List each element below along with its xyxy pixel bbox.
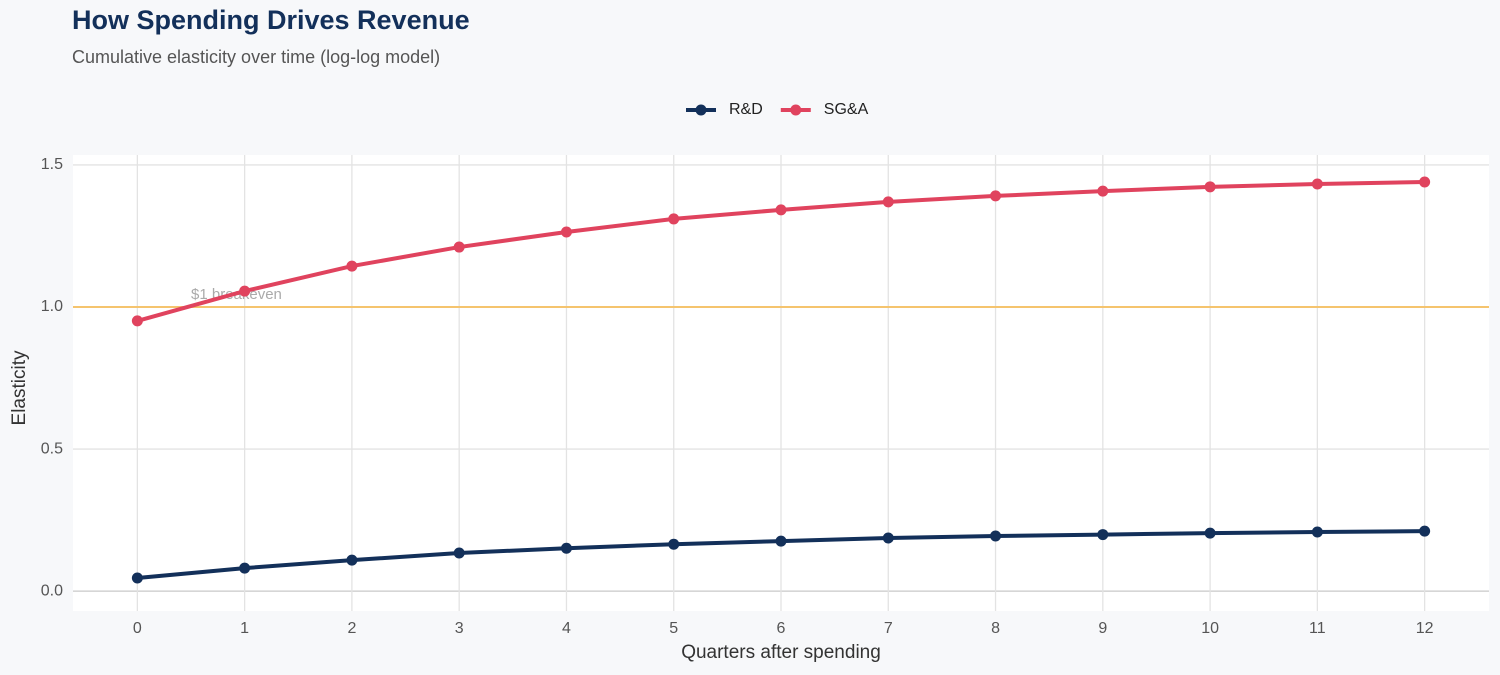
chart-subtitle: Cumulative elasticity over time (log-log…	[72, 47, 440, 67]
data-point	[1204, 527, 1216, 539]
y-tick-label: 0.5	[41, 440, 63, 457]
x-axis-label: Quarters after spending	[681, 642, 881, 663]
data-point	[1097, 185, 1109, 197]
data-point	[239, 285, 251, 297]
data-point	[1419, 176, 1431, 188]
data-point	[131, 315, 143, 327]
x-tick-label: 5	[669, 620, 678, 637]
legend-label: SG&A	[824, 101, 869, 118]
legend-label: R&D	[729, 101, 763, 118]
data-point	[453, 547, 465, 559]
data-point	[131, 572, 143, 584]
x-tick-label: 2	[347, 620, 356, 637]
data-point	[1311, 178, 1323, 190]
x-tick-label: 9	[1098, 620, 1107, 637]
chart-title: How Spending Drives Revenue	[72, 5, 470, 35]
data-point	[882, 532, 894, 544]
data-point	[990, 530, 1002, 542]
data-point	[775, 535, 787, 547]
data-point	[453, 241, 465, 253]
x-tick-label: 8	[991, 620, 1000, 637]
y-axis-label: Elasticity	[9, 350, 30, 425]
y-tick-label: 1.0	[41, 298, 63, 315]
data-point	[239, 562, 251, 574]
data-point	[346, 260, 358, 272]
data-point	[882, 196, 894, 208]
x-tick-label: 3	[455, 620, 464, 637]
x-tick-label: 0	[133, 620, 142, 637]
data-point	[346, 554, 358, 566]
x-tick-label: 1	[240, 620, 249, 637]
y-tick-label: 1.5	[41, 156, 63, 173]
data-point	[1311, 526, 1323, 538]
x-tick-label: 10	[1201, 620, 1219, 637]
data-point	[775, 204, 787, 216]
data-point	[1097, 529, 1109, 541]
x-tick-label: 11	[1309, 620, 1326, 637]
data-point	[1419, 525, 1431, 537]
data-point	[1204, 181, 1216, 193]
data-point	[560, 226, 572, 238]
data-point	[560, 542, 572, 554]
data-point	[668, 213, 680, 225]
legend: R&D SG&A	[686, 101, 869, 118]
x-tick-label: 4	[562, 620, 571, 637]
x-tick-label: 7	[884, 620, 893, 637]
x-tick-label: 12	[1416, 620, 1434, 637]
legend-swatch-dot	[790, 104, 802, 116]
data-point	[990, 190, 1002, 202]
data-point	[668, 538, 680, 550]
x-tick-label: 6	[777, 620, 786, 637]
y-tick-label: 0.0	[41, 582, 63, 599]
legend-swatch-dot	[695, 104, 707, 116]
